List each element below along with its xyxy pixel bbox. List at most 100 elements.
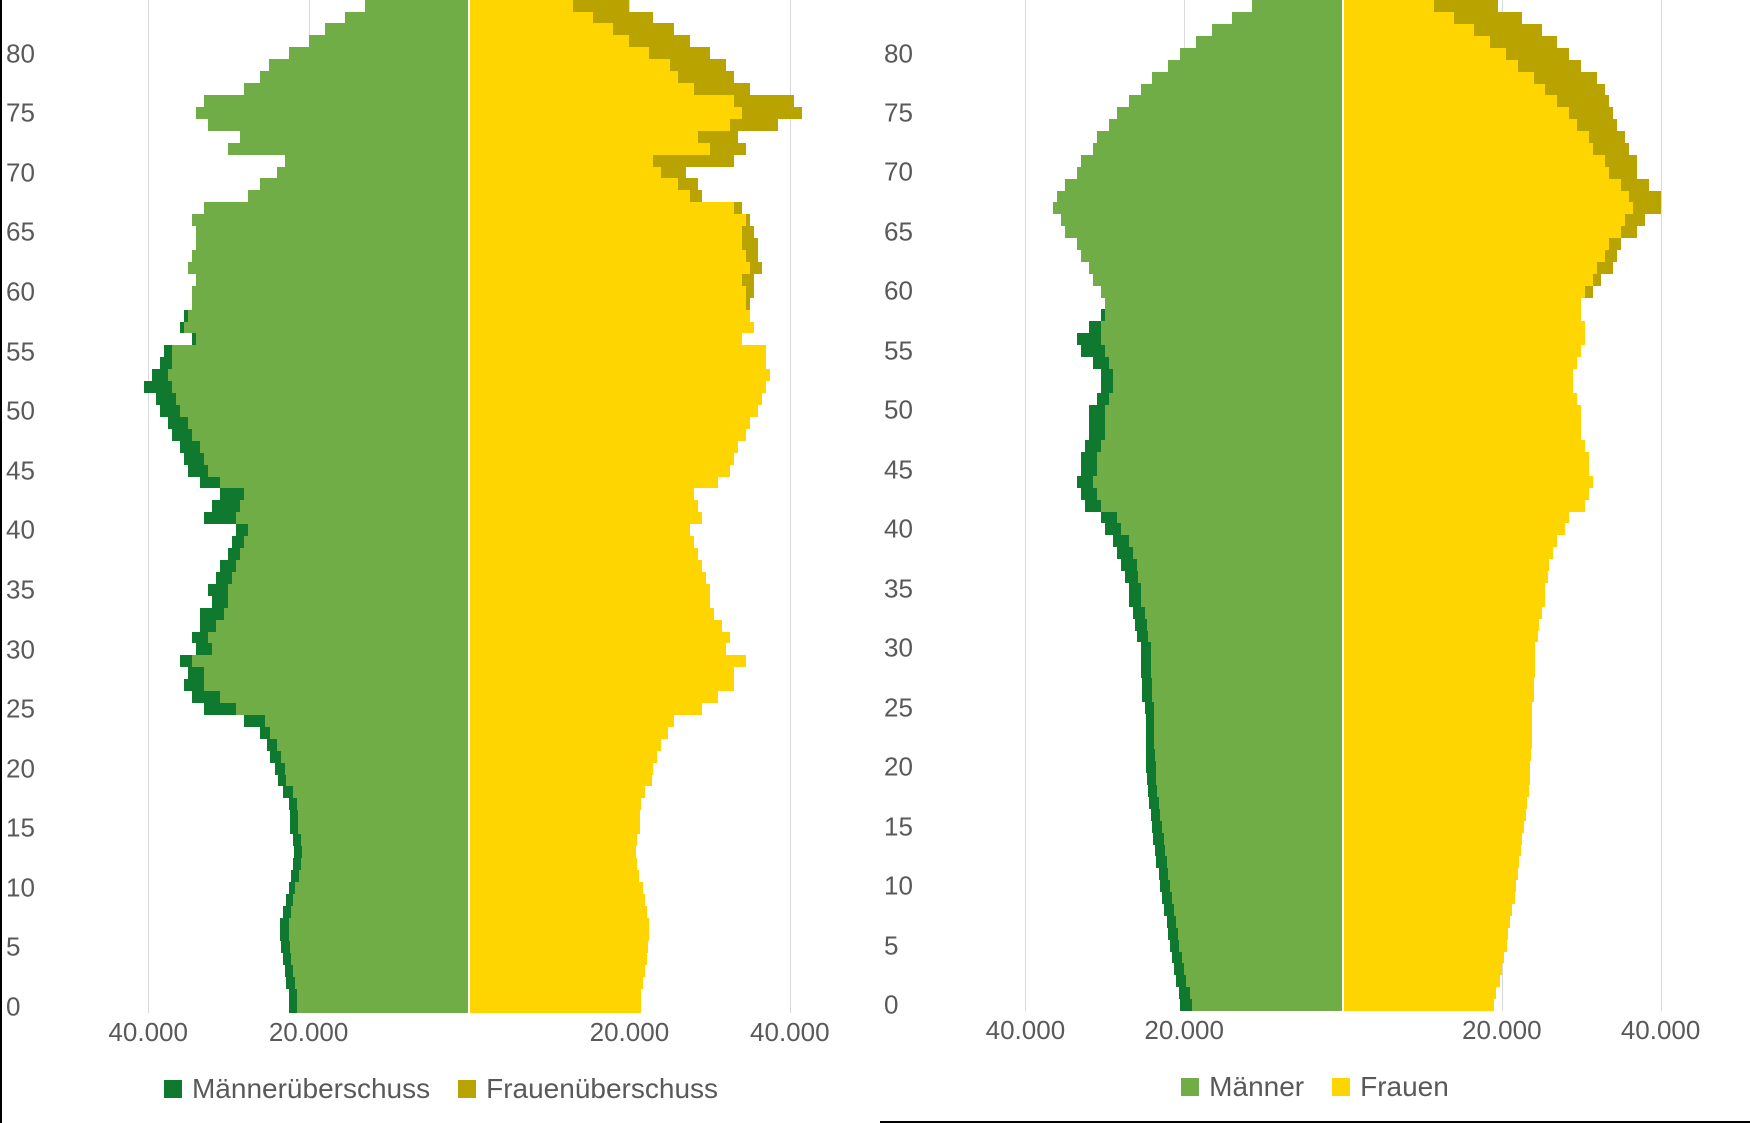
male-bar xyxy=(228,584,469,596)
male-bar xyxy=(298,810,469,822)
female-bar xyxy=(1343,452,1589,464)
male-bar xyxy=(1165,845,1343,857)
female-bar xyxy=(469,357,766,369)
male-bar xyxy=(1159,797,1343,809)
male-bar xyxy=(1137,559,1343,571)
female-bar xyxy=(1343,274,1593,286)
swatch-maenner-ueberschuss xyxy=(164,1080,182,1098)
male-bar xyxy=(1129,95,1343,107)
female-bar xyxy=(469,83,694,95)
female-bar xyxy=(1343,904,1512,916)
male-bar xyxy=(1148,631,1343,643)
female-bar xyxy=(469,596,710,608)
male-bar xyxy=(1154,738,1343,750)
male-bar xyxy=(265,715,470,727)
male-bar xyxy=(1152,678,1343,690)
x-tick-label: 40.000 xyxy=(108,1017,188,1048)
male-bar xyxy=(1141,583,1343,595)
male-bar xyxy=(1156,761,1343,773)
male-bar xyxy=(244,488,469,500)
female-bar xyxy=(1343,143,1593,155)
legend-item-frauen: Frauen xyxy=(1332,1071,1449,1103)
y-tick-label: 5 xyxy=(6,932,20,963)
female-bar xyxy=(469,536,694,548)
female-bar xyxy=(1343,702,1532,714)
male-bar xyxy=(1097,464,1343,476)
female-bar xyxy=(469,465,730,477)
female-bar xyxy=(469,941,648,953)
male-bar xyxy=(293,786,469,798)
female-bar xyxy=(469,131,698,143)
female-bar xyxy=(469,834,637,846)
female-bar xyxy=(469,810,640,822)
female-bar xyxy=(1343,24,1474,36)
female-bar xyxy=(469,870,639,882)
female-bar xyxy=(1343,155,1605,167)
male-bar xyxy=(196,238,469,250)
y-tick-label: 60 xyxy=(884,276,913,307)
male-bar xyxy=(1105,416,1343,428)
male-bar xyxy=(1162,821,1343,833)
y-tick-label: 35 xyxy=(6,574,35,605)
male-bar xyxy=(277,167,469,179)
female-bar xyxy=(1343,547,1553,559)
male-bar xyxy=(168,369,469,381)
male-bar xyxy=(1170,880,1343,892)
female-bar xyxy=(469,250,746,262)
female-bar xyxy=(1343,809,1526,821)
y-tick-label: 40 xyxy=(884,514,913,545)
y-tick-label: 65 xyxy=(6,217,35,248)
male-bar xyxy=(1252,0,1343,12)
swatch-frauen-ueberschuss xyxy=(458,1080,476,1098)
female-bar xyxy=(1343,464,1589,476)
y-tick-label: 80 xyxy=(884,38,913,69)
legend-item-frauen-ueberschuss: Frauenüberschuss xyxy=(458,1073,718,1105)
female-bar xyxy=(469,846,636,858)
male-bar xyxy=(1160,809,1343,821)
female-bar xyxy=(469,775,652,787)
x-tick-label: 20.000 xyxy=(1462,1015,1542,1046)
female-bar xyxy=(469,71,678,83)
female-bar xyxy=(469,441,738,453)
male-bar xyxy=(188,417,469,429)
male-bar xyxy=(224,608,469,620)
male-bar xyxy=(1141,595,1343,607)
female-bar xyxy=(1343,107,1569,119)
male-bar xyxy=(293,965,469,977)
y-tick-label: 50 xyxy=(884,395,913,426)
male-bar xyxy=(1212,24,1343,36)
female-bar xyxy=(469,763,653,775)
male-bar xyxy=(228,143,469,155)
male-bar xyxy=(240,131,469,143)
female-bar xyxy=(1343,916,1510,928)
female-bar xyxy=(1343,595,1545,607)
female-bar xyxy=(469,858,637,870)
male-bar xyxy=(248,190,469,202)
male-bar xyxy=(192,655,469,667)
female-bar xyxy=(469,238,742,250)
female-bar xyxy=(1343,298,1581,310)
male-bar xyxy=(192,429,469,441)
y-tick-label: 55 xyxy=(6,336,35,367)
male-bar xyxy=(1184,963,1343,975)
male-bar xyxy=(1061,214,1343,226)
male-bar xyxy=(302,846,469,858)
female-bar xyxy=(1343,428,1581,440)
female-bar xyxy=(1343,690,1534,702)
male-bar xyxy=(1081,250,1343,262)
female-bar xyxy=(469,608,714,620)
male-bar xyxy=(1138,571,1343,583)
male-bar xyxy=(188,262,469,274)
y-tick-label: 75 xyxy=(6,98,35,129)
male-bar xyxy=(1168,868,1343,880)
male-bar xyxy=(1154,726,1343,738)
y-tick-label: 50 xyxy=(6,396,35,427)
male-bar xyxy=(1105,405,1343,417)
female-bar xyxy=(469,35,629,47)
female-bar xyxy=(1343,619,1539,631)
male-bar xyxy=(192,286,469,298)
male-bar xyxy=(1097,131,1343,143)
male-bar xyxy=(289,918,469,930)
female-bar xyxy=(469,12,593,24)
female-bar xyxy=(1343,167,1609,179)
